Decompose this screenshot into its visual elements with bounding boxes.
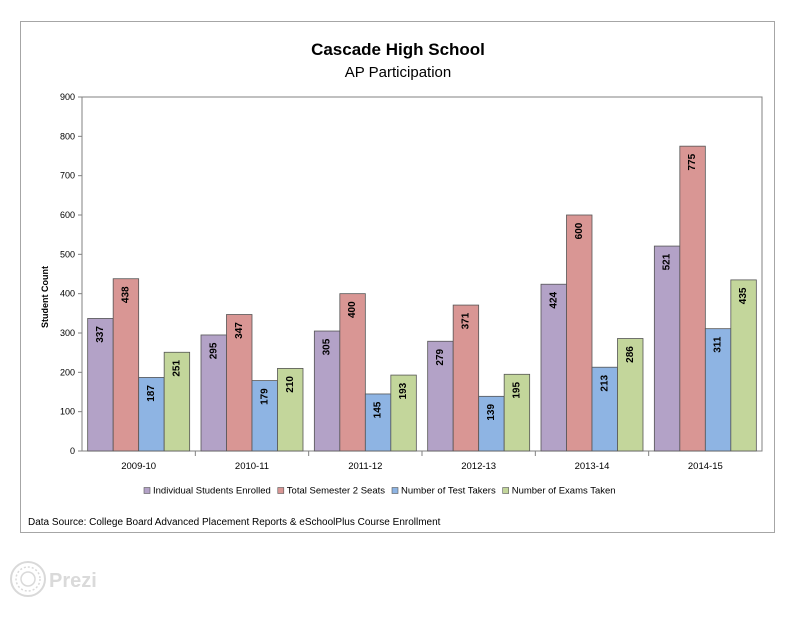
x-tick-label: 2013-14	[575, 461, 610, 472]
bar	[251, 380, 278, 452]
y-tick-label: 200	[60, 367, 75, 377]
y-axis-title: Student Count	[40, 266, 50, 328]
chart-frame: Cascade High School AP Participation Stu…	[20, 21, 775, 533]
bar	[679, 145, 706, 452]
bar-value-label: 435	[738, 287, 749, 304]
legend-swatch	[391, 487, 399, 494]
bar-value-label: 775	[687, 153, 698, 170]
y-tick-label: 700	[60, 171, 75, 181]
legend-swatch	[277, 487, 285, 494]
bar	[427, 340, 454, 452]
bar	[87, 318, 114, 452]
bar	[617, 338, 644, 452]
y-tick-label: 500	[60, 249, 75, 259]
bar	[163, 351, 191, 452]
chart: Cascade High School AP Participation Stu…	[28, 40, 763, 528]
bar	[540, 283, 567, 452]
bar-value-label: 438	[121, 286, 132, 303]
y-tick-label: 600	[60, 210, 75, 220]
bar-value-label: 213	[599, 374, 610, 391]
bar	[313, 330, 341, 452]
bar-value-label: 145	[373, 401, 384, 418]
bar-value-label: 400	[347, 301, 358, 318]
bar-value-label: 347	[234, 322, 245, 339]
bar	[364, 393, 392, 452]
bar-value-label: 251	[172, 359, 183, 376]
legend-label: Number of Test Takers	[401, 486, 496, 497]
legend-label: Individual Students Enrolled	[153, 486, 271, 497]
plot-area: 0 100 200 300 400 500 600 700 800 900 2009-10 337 43…	[60, 92, 763, 472]
legend: Individual Students Enrolled Total Semest…	[143, 486, 616, 497]
bar-value-label: 311	[713, 336, 724, 353]
chart-subtitle: AP Participation	[345, 64, 451, 81]
bar	[730, 279, 757, 452]
x-tick-label: 2010-11	[235, 461, 269, 472]
x-tick-label: 2011-12	[348, 461, 382, 472]
y-tick-label: 300	[60, 328, 75, 338]
bar	[478, 395, 505, 452]
bar	[566, 214, 593, 452]
y-tick-label: 900	[60, 92, 75, 102]
y-tick-label: 800	[60, 131, 75, 141]
source-note: Data Source: College Board Advanced Plac…	[28, 517, 441, 528]
bar-value-label: 521	[662, 253, 673, 270]
x-tick-label: 2012-13	[461, 461, 496, 472]
bar	[503, 373, 531, 452]
bar-value-label: 371	[461, 312, 472, 329]
bar-value-label: 210	[285, 376, 296, 393]
x-tick-label: 2014-15	[688, 461, 723, 472]
prezi-logo-icon	[10, 561, 46, 597]
bar	[704, 328, 732, 452]
bar-value-label: 139	[486, 404, 497, 421]
bar	[339, 293, 366, 452]
legend-label: Total Semester 2 Seats	[287, 486, 385, 497]
bar	[390, 374, 417, 452]
bar	[226, 314, 253, 452]
y-tick-label: 100	[60, 407, 75, 417]
bar-value-label: 187	[146, 385, 157, 402]
bar	[653, 245, 681, 452]
bar	[452, 304, 480, 452]
legend-swatch	[502, 487, 510, 494]
y-tick-label: 0	[70, 446, 75, 456]
legend-label: Number of Exams Taken	[512, 486, 616, 497]
y-tick-label: 400	[60, 289, 75, 299]
bar	[112, 278, 140, 452]
bar	[277, 367, 304, 452]
bar-value-label: 286	[625, 346, 636, 363]
bar-value-label: 424	[548, 291, 559, 308]
prezi-logo-text: Prezi	[49, 570, 97, 592]
bar-value-label: 295	[208, 342, 219, 359]
bar-value-label: 193	[398, 382, 409, 399]
x-tick-label: 2009-10	[121, 461, 156, 472]
legend-swatch	[143, 487, 151, 494]
bar-value-label: 195	[512, 382, 523, 399]
prezi-logo: Prezi	[10, 561, 97, 597]
bar-value-label: 279	[435, 348, 446, 365]
chart-title: Cascade High School	[311, 40, 485, 59]
bar	[138, 377, 165, 452]
bar	[591, 366, 618, 452]
bar-value-label: 305	[322, 338, 333, 355]
bar-value-label: 600	[574, 222, 585, 239]
bar-value-label: 179	[259, 388, 270, 405]
bar-value-label: 337	[95, 326, 106, 343]
